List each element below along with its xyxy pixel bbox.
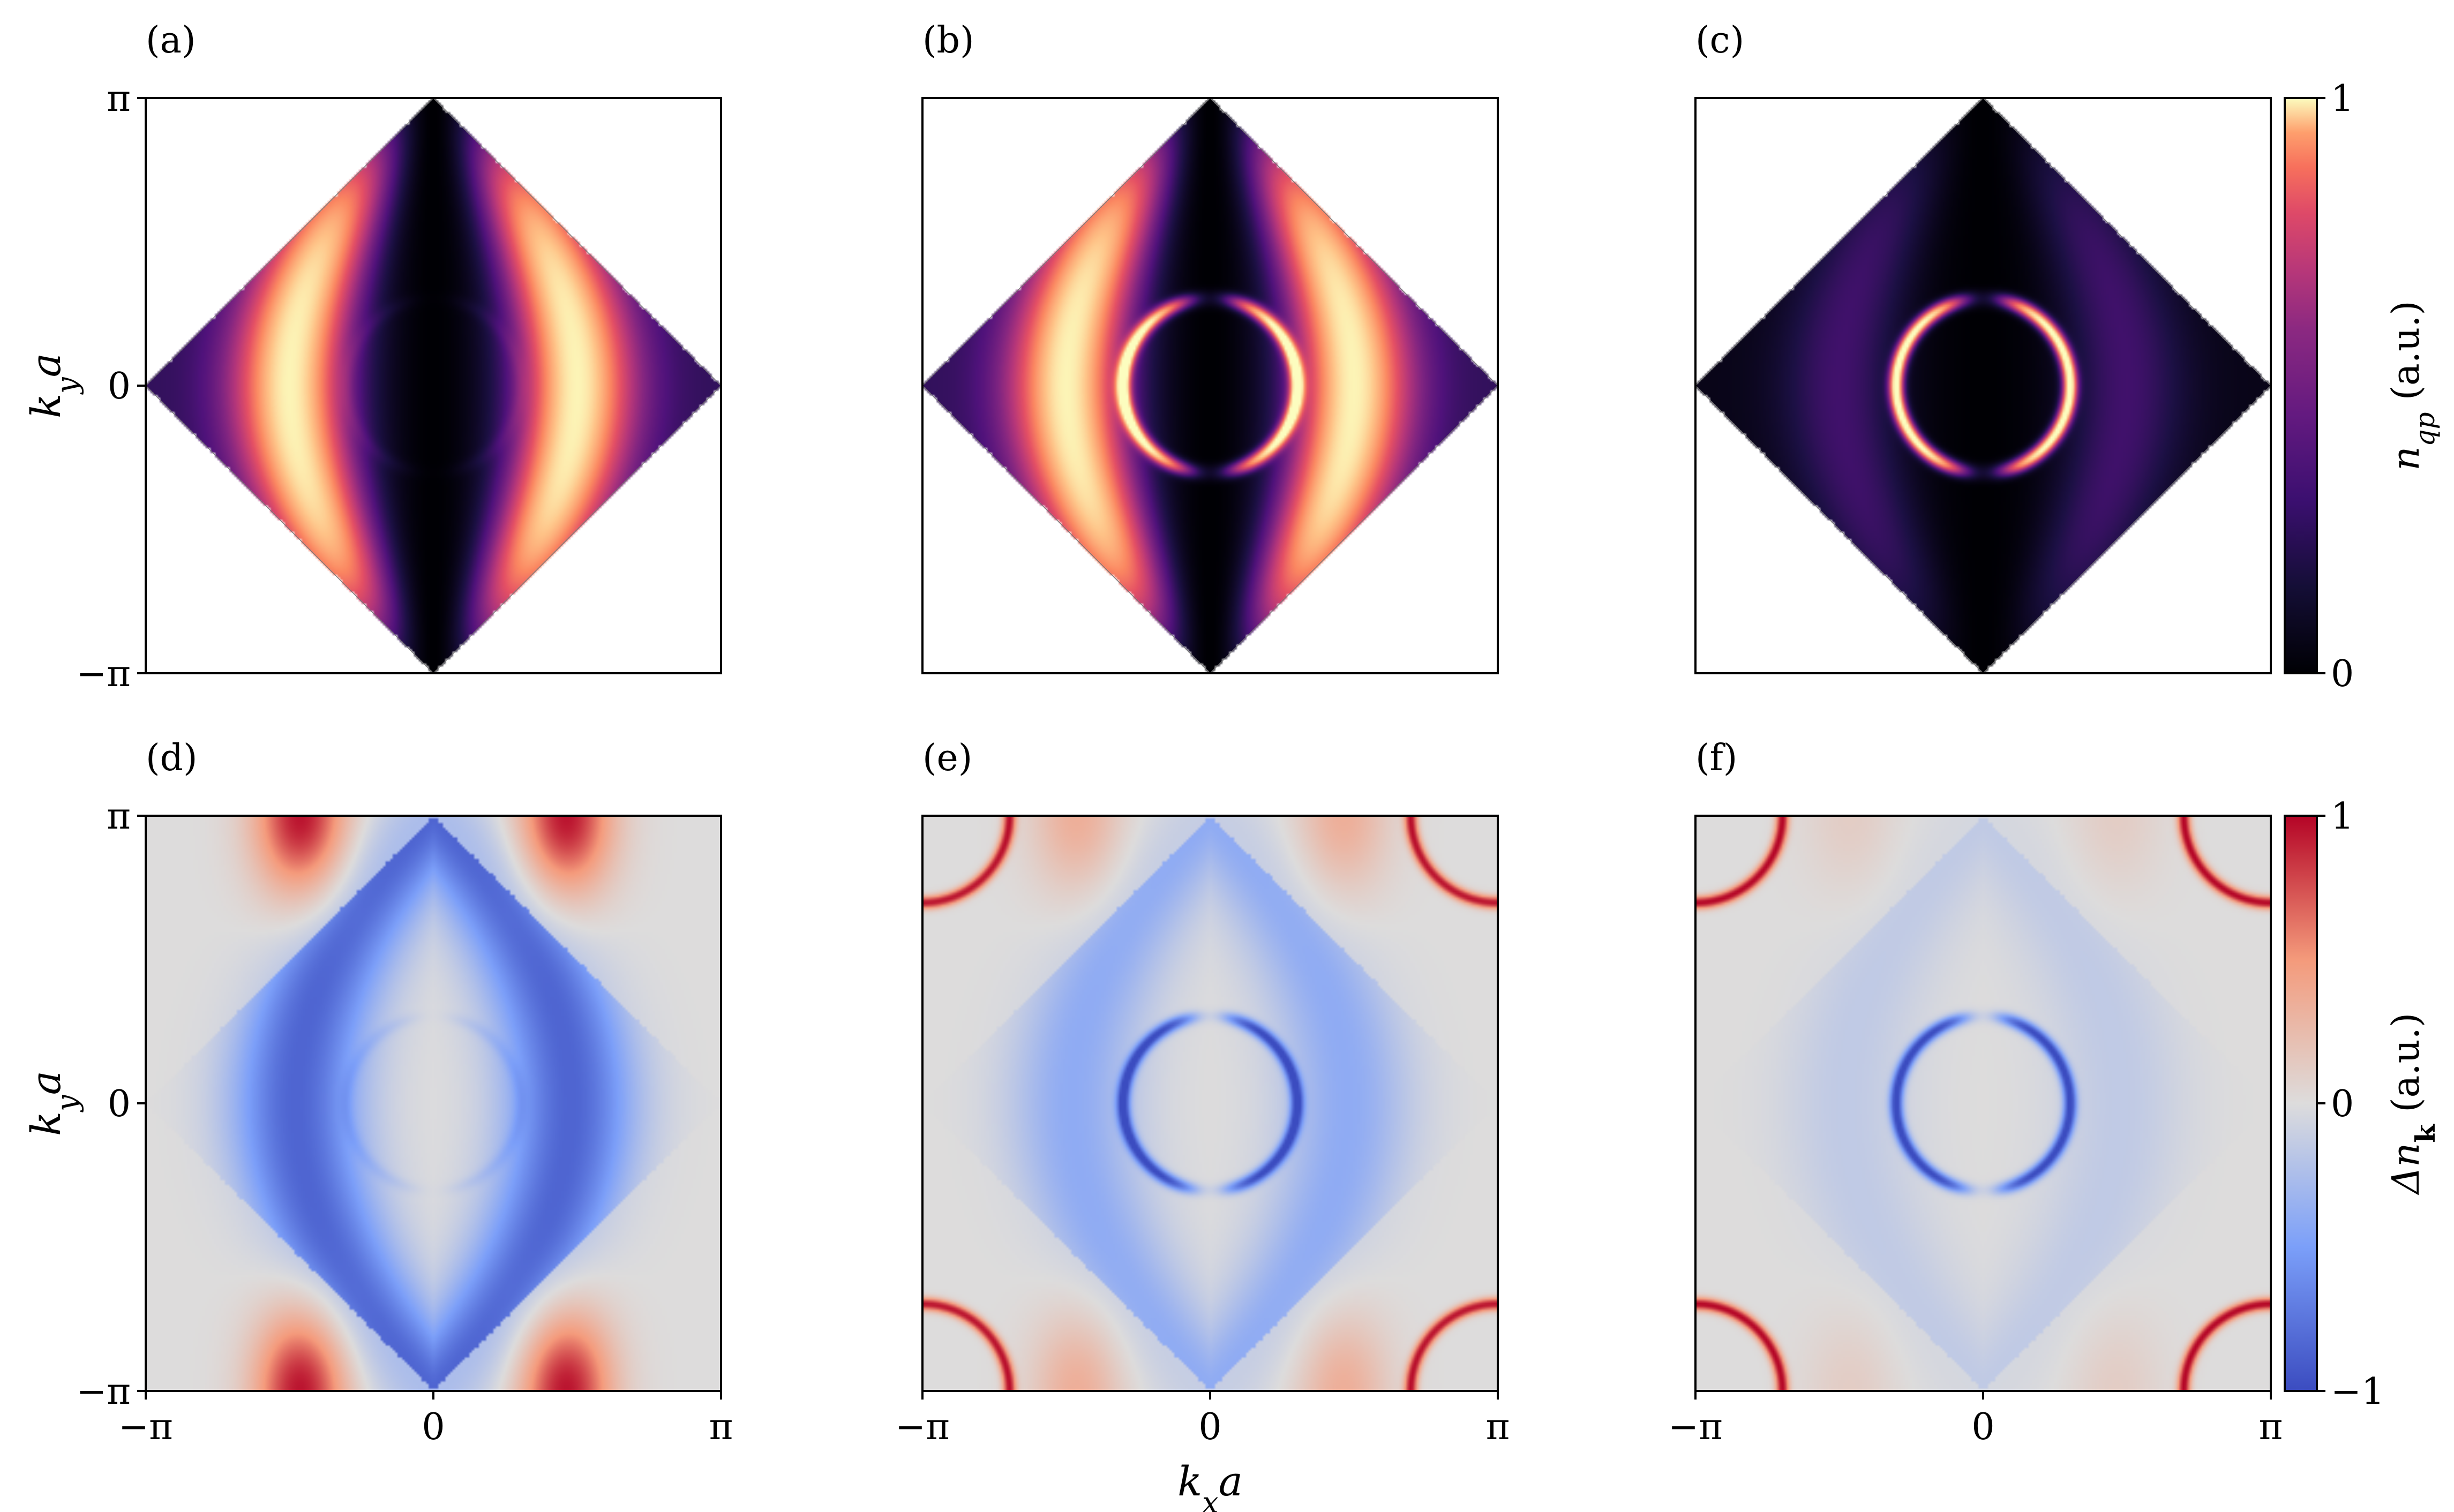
x-tick-label: −π xyxy=(118,1406,173,1448)
x-axis-label: kxa xyxy=(1177,1457,1243,1512)
axes-frame xyxy=(921,97,1499,674)
colorbar-tick-label: 1 xyxy=(2331,795,2354,838)
heatmap-image xyxy=(146,816,721,1391)
y-tick-label: −π xyxy=(76,653,131,695)
x-tick-label: −π xyxy=(895,1406,950,1448)
panel-label: (b) xyxy=(922,19,974,62)
heatmap-image xyxy=(146,98,721,673)
colorbar-tick-label: 0 xyxy=(2331,1083,2354,1125)
panel-label: (e) xyxy=(922,737,972,779)
colorbar-gradient xyxy=(2284,815,2318,1392)
x-tick-label: −π xyxy=(1668,1406,1723,1448)
heatmap-image xyxy=(922,816,1498,1391)
x-tick-label: π xyxy=(2259,1406,2283,1448)
colorbar-tick-label: −1 xyxy=(2331,1371,2384,1413)
y-tick-label: 0 xyxy=(108,365,131,408)
panel-e: (e) −π 0 π kxa xyxy=(895,737,1510,1512)
colorbar-gradient xyxy=(2284,97,2318,674)
x-tick-label: 0 xyxy=(1971,1406,1994,1448)
colorbar-tick-label: 0 xyxy=(2331,653,2354,695)
axes-frame xyxy=(1694,97,2272,674)
x-tick-label: π xyxy=(709,1406,733,1448)
y-axis-label: kya xyxy=(22,1071,84,1136)
heatmap-image xyxy=(1695,98,2271,673)
panel-label: (c) xyxy=(1695,19,1744,62)
colorbar-label: Δnk (a.u.) xyxy=(2384,1013,2441,1196)
y-tick-label: 0 xyxy=(108,1083,131,1125)
colorbar: −1 0 1 Δnk (a.u.) xyxy=(2284,795,2441,1413)
panel-a: (a) −π 0 π kya xyxy=(22,19,722,695)
y-tick-label: π xyxy=(107,795,131,838)
y-tick-label: −π xyxy=(76,1371,131,1413)
panel-label: (a) xyxy=(146,19,196,62)
panel-c: (c) xyxy=(1694,19,2272,674)
colorbar: 0 1 nqp (a.u.) xyxy=(2284,78,2441,695)
x-tick-label: 0 xyxy=(422,1406,445,1448)
x-tick-label: π xyxy=(1486,1406,1510,1448)
x-tick-label: 0 xyxy=(1198,1406,1221,1448)
panel-d: (d) −π 0 π −π 0 π kya xyxy=(22,737,733,1448)
y-tick-label: π xyxy=(107,78,131,120)
panel-label: (d) xyxy=(146,737,198,779)
panel-b: (b) xyxy=(921,19,1499,674)
panel-label: (f) xyxy=(1695,737,1737,779)
colorbar-label: nqp (a.u.) xyxy=(2384,300,2441,470)
colorbar-tick-label: 1 xyxy=(2331,78,2354,120)
heatmap-image xyxy=(922,98,1498,673)
panel-f: (f) −π 0 π xyxy=(1668,737,2283,1448)
y-axis-label: kya xyxy=(22,353,84,418)
heatmap-image xyxy=(1695,816,2271,1391)
